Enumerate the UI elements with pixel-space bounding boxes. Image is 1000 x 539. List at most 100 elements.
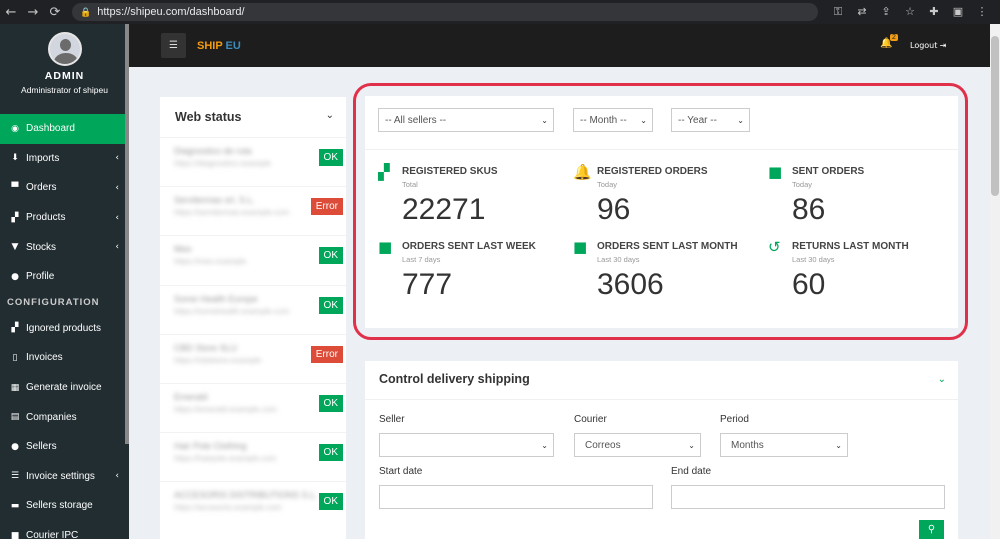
- seller-select[interactable]: ⌄: [379, 433, 554, 457]
- sidebar-item-invoice-settings[interactable]: ☰ Invoice settings ‹: [0, 462, 129, 492]
- user-panel: ADMIN Administrator of shipeu: [0, 24, 129, 104]
- sidebar-item-orders[interactable]: ▀ Orders ‹: [0, 173, 129, 203]
- translate-icon[interactable]: ⇄: [857, 5, 867, 18]
- scrollbar-thumb[interactable]: [991, 36, 999, 196]
- courier-label: Courier: [574, 414, 607, 425]
- seller-filter-select[interactable]: -- All sellers -- ⌄: [378, 108, 554, 132]
- dashboard-icon: ◉: [11, 123, 19, 134]
- sidebar-item-label: Generate invoice: [26, 382, 102, 394]
- user-icon: ●: [11, 271, 19, 282]
- page-scrollbar[interactable]: [990, 24, 1000, 539]
- logout-button[interactable]: Logout ⇥: [910, 40, 946, 50]
- key-icon[interactable]: ⚿: [833, 5, 843, 18]
- share-icon[interactable]: ⇪: [881, 5, 891, 18]
- brand-logo[interactable]: SHIP EU: [197, 39, 241, 52]
- web-status-list: Diagnostico de ruta https://diagnostico.…: [160, 137, 346, 531]
- web-status-title: Web status: [175, 110, 242, 124]
- start-date-input[interactable]: [379, 485, 653, 509]
- address-bar[interactable]: 🔒 https://shipeu.com/dashboard/: [72, 3, 818, 21]
- sidebar-item-profile[interactable]: ● Profile: [0, 262, 129, 292]
- building-icon: ▤: [10, 412, 20, 423]
- forward-icon[interactable]: →: [27, 4, 39, 20]
- sidebar-scrollbar[interactable]: [125, 24, 129, 444]
- stat-sent-orders: ■ SENT ORDERS Today 86: [768, 163, 865, 226]
- sidebar-toggle-button[interactable]: ☰: [161, 33, 186, 58]
- start-date-label: Start date: [379, 466, 423, 477]
- hamburger-icon: ☰: [169, 40, 178, 51]
- stat-returns-last-month: ↺ RETURNS LAST MONTH Last 30 days 60: [768, 238, 909, 301]
- notification-bell-icon[interactable]: 🔔: [880, 38, 893, 49]
- status-badge: Error: [310, 345, 343, 363]
- sign-out-icon: ⇥: [939, 41, 947, 50]
- list-icon: ☰: [10, 471, 20, 482]
- sidebar-item-label: Dashboard: [26, 123, 75, 135]
- chevron-down-icon[interactable]: ⌄: [325, 110, 334, 121]
- chevron-down-icon: ⌄: [541, 115, 548, 125]
- list-item: Servitermas srl, S.L. https://serviterma…: [160, 186, 346, 235]
- chevron-left-icon: ‹: [115, 153, 119, 164]
- courier-select[interactable]: Correos ⌄: [574, 433, 701, 457]
- reload-icon[interactable]: ⟳: [49, 4, 61, 20]
- extensions-icon[interactable]: ✚: [929, 5, 939, 18]
- chevron-left-icon: ‹: [115, 212, 119, 223]
- filter-row: -- All sellers -- ⌄ -- Month -- ⌄ -- Year …: [365, 96, 958, 150]
- sidebar-item-sellers[interactable]: ● Sellers: [0, 432, 129, 462]
- lock-icon: 🔒: [80, 6, 92, 17]
- highlight-outline: [353, 83, 968, 340]
- chevron-left-icon: ‹: [115, 471, 119, 482]
- control-delivery-panel: Control delivery shipping ⌄ Seller ⌄ Cou…: [365, 361, 958, 539]
- status-badge: Error: [310, 198, 343, 216]
- month-filter-select[interactable]: -- Month -- ⌄: [573, 108, 653, 132]
- list-item: CBD Store SLU https://cbdstore.example E…: [160, 333, 346, 383]
- period-select[interactable]: Months ⌄: [720, 433, 848, 457]
- sidebar-item-label: Invoice settings: [26, 470, 95, 482]
- year-filter-select[interactable]: -- Year -- ⌄: [671, 108, 750, 132]
- avatar: [47, 32, 82, 66]
- stat-registered-skus: ▞ REGISTERED SKUS Total 22271: [378, 163, 498, 226]
- user-role: Administrator of shipeu: [21, 85, 108, 95]
- chevron-down-icon: ⌄: [737, 115, 744, 125]
- sidebar-item-invoices[interactable]: ▯ Invoices: [0, 343, 129, 373]
- logout-label: Logout: [910, 41, 938, 50]
- sidebar-item-generate-invoice[interactable]: ▦ Generate invoice: [0, 373, 129, 403]
- file-icon: ▯: [12, 352, 18, 363]
- star-icon[interactable]: ☆: [905, 5, 915, 18]
- sidebar-icon[interactable]: ▣: [952, 5, 964, 18]
- end-date-input[interactable]: [671, 485, 945, 509]
- sidebar-item-label: Profile: [26, 271, 55, 283]
- top-header: ☰ SHIP EU 🔔 2 Logout ⇥: [129, 24, 990, 67]
- chevron-down-icon: ⌄: [640, 115, 647, 125]
- sidebar-item-companies[interactable]: ▤ Companies: [0, 402, 129, 432]
- status-badge: OK: [318, 296, 343, 314]
- truck-icon: ■: [10, 530, 20, 539]
- sidebar-item-courier-ipc[interactable]: ■ Courier IPC: [0, 521, 129, 539]
- stat-orders-sent-last-week: ■ ORDERS SENT LAST WEEK Last 7 days 777: [378, 238, 536, 301]
- status-badge: OK: [318, 444, 343, 462]
- chevron-down-icon[interactable]: ⌄: [937, 374, 946, 385]
- archive-icon: ▬: [10, 500, 20, 511]
- config-header: CONFIGURATION: [7, 297, 100, 309]
- search-button[interactable]: ⚲: [919, 520, 944, 539]
- sidebar-item-imports[interactable]: ⬇ Imports ‹: [0, 144, 129, 174]
- menu-icon[interactable]: ⋮: [976, 5, 988, 18]
- back-icon[interactable]: ←: [5, 4, 17, 20]
- status-badge: OK: [318, 394, 343, 412]
- sidebar-item-ignored-products[interactable]: ▞ Ignored products: [0, 314, 129, 344]
- sidebar-item-label: Companies: [26, 411, 77, 423]
- control-delivery-title: Control delivery shipping: [379, 372, 530, 386]
- sidebar-item-dashboard[interactable]: ◉ Dashboard: [0, 114, 129, 144]
- list-item: Diagnostico de ruta https://diagnostico.…: [160, 137, 346, 186]
- sidebar-item-sellers-storage[interactable]: ▬ Sellers storage: [0, 491, 129, 521]
- list-item: Some Health Europe https://somehealth.ex…: [160, 284, 346, 334]
- status-badge: OK: [318, 493, 343, 511]
- sidebar-item-stocks[interactable]: ▼ Stocks ‹: [0, 232, 129, 262]
- stat-orders-sent-last-month: ■ ORDERS SENT LAST MONTH Last 30 days 36…: [573, 238, 738, 301]
- chevron-left-icon: ‹: [115, 242, 119, 253]
- sidebar-item-label: Stocks: [26, 241, 57, 253]
- calculator-icon: ▦: [10, 382, 20, 393]
- download-icon: ⬇: [11, 153, 19, 164]
- url-text: https://shipeu.com/dashboard/: [97, 6, 245, 18]
- browser-toolbar: ← → ⟳ 🔒 https://shipeu.com/dashboard/ ⚿ …: [0, 0, 1000, 24]
- sidebar-item-products[interactable]: ▞ Products ‹: [0, 203, 129, 233]
- undo-icon: ↺: [768, 238, 781, 256]
